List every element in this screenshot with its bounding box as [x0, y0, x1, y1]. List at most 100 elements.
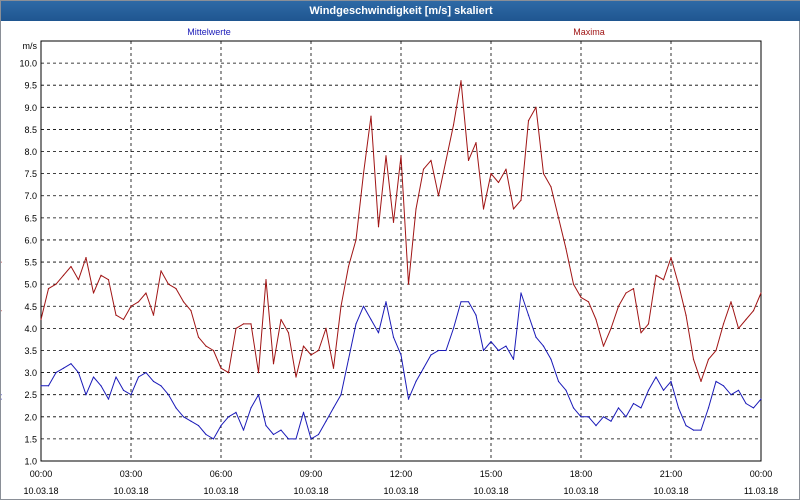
- data-point: [715, 380, 717, 382]
- data-point: [662, 279, 665, 281]
- data-point: [392, 336, 395, 338]
- y-tick-label: 8.0: [24, 147, 37, 157]
- data-point: [160, 270, 162, 272]
- data-point: [512, 358, 515, 360]
- data-point: [692, 358, 695, 360]
- x-tick-time: 15:00: [480, 469, 503, 479]
- axes: 1.0 1.5 2.0 2.5 3.0 3.5 4.0 4.5 5.0 5.5 6.0 6.5 7.0 7…: [19, 41, 778, 496]
- data-point: [257, 394, 260, 396]
- data-point: [107, 398, 110, 400]
- data-point: [220, 367, 222, 369]
- data-point: [325, 327, 327, 329]
- data-point: [1, 261, 2, 263]
- data-point: [287, 438, 290, 440]
- x-tick-date: 10.03.18: [23, 486, 58, 496]
- data-point: [355, 323, 357, 325]
- data-point: [482, 208, 485, 210]
- data-point: [92, 376, 95, 378]
- data-point: [437, 195, 440, 197]
- data-point: [85, 257, 87, 259]
- data-point: [587, 301, 590, 303]
- data-point: [175, 288, 177, 290]
- data-point: [167, 394, 170, 396]
- data-point: [55, 372, 57, 374]
- data-point: [670, 380, 672, 382]
- data-point: [670, 257, 672, 259]
- data-point: [460, 80, 462, 82]
- plot-border: [40, 40, 762, 462]
- data-point: [422, 168, 425, 170]
- y-tick-label: 5.5: [24, 258, 37, 268]
- data-point: [55, 283, 57, 285]
- x-tick-date: 10.03.18: [203, 486, 238, 496]
- data-point: [317, 433, 320, 436]
- data-point: [272, 433, 275, 436]
- data-point: [250, 407, 252, 409]
- data-point: [130, 394, 132, 396]
- data-point: [595, 425, 597, 427]
- data-point: [580, 296, 582, 298]
- data-point: [625, 292, 627, 294]
- data-point: [550, 358, 552, 360]
- data-point: [587, 416, 590, 418]
- data-point: [520, 292, 522, 294]
- data-point: [557, 217, 560, 219]
- data-point: [295, 376, 297, 378]
- data-point: [542, 345, 545, 347]
- data-point: [340, 305, 342, 307]
- y-tick-label: 6.5: [24, 213, 37, 223]
- data-point: [415, 208, 417, 210]
- data-point: [190, 420, 192, 422]
- data-point: [467, 301, 470, 303]
- data-point: [445, 349, 447, 352]
- x-tick-date: 10.03.18: [563, 486, 598, 496]
- data-point: [490, 173, 492, 175]
- data-point: [647, 389, 650, 391]
- y-tick-label: 10.0: [19, 59, 37, 69]
- data-point: [572, 407, 575, 409]
- x-tick-date: 10.03.18: [473, 486, 508, 496]
- data-point: [265, 425, 267, 427]
- data-point: [505, 345, 507, 347]
- data-point: [257, 372, 260, 374]
- data-point: [497, 181, 500, 184]
- data-point: [625, 416, 627, 418]
- data-point: [580, 416, 582, 418]
- data-point: [145, 372, 147, 374]
- data-point: [227, 372, 230, 374]
- data-point: [407, 398, 410, 400]
- y-tick-label: 2.5: [24, 390, 37, 400]
- data-point: [445, 159, 447, 161]
- data-point: [40, 318, 42, 321]
- data-point: [520, 199, 522, 201]
- data-point: [677, 283, 680, 285]
- y-tick-label: 4.0: [24, 324, 37, 334]
- data-point: [647, 323, 650, 325]
- data-point: [197, 336, 200, 338]
- data-point: [362, 173, 365, 175]
- data-point: [40, 385, 42, 387]
- data-point: [535, 336, 537, 338]
- data-point: [677, 407, 680, 409]
- data-point: [505, 168, 507, 170]
- data-point: [437, 349, 440, 352]
- data-point: [482, 349, 485, 352]
- data-point: [347, 358, 350, 360]
- x-tick-time: 12:00: [390, 469, 413, 479]
- y-tick-label: 3.0: [24, 368, 37, 378]
- data-point: [295, 438, 297, 440]
- data-point: [745, 402, 747, 405]
- data-point: [610, 327, 612, 329]
- x-tick-time: 21:00: [660, 469, 683, 479]
- data-point: [302, 411, 305, 413]
- data-point: [115, 314, 117, 316]
- y-tick-label: 1.5: [24, 434, 37, 444]
- legend-entry: Mittelwerte: [187, 27, 231, 37]
- data-point: [242, 429, 245, 431]
- data-point: [760, 398, 762, 400]
- legend-entry: Maxima: [573, 27, 605, 37]
- data-point: [235, 327, 237, 329]
- y-tick-label: 8.5: [24, 125, 37, 135]
